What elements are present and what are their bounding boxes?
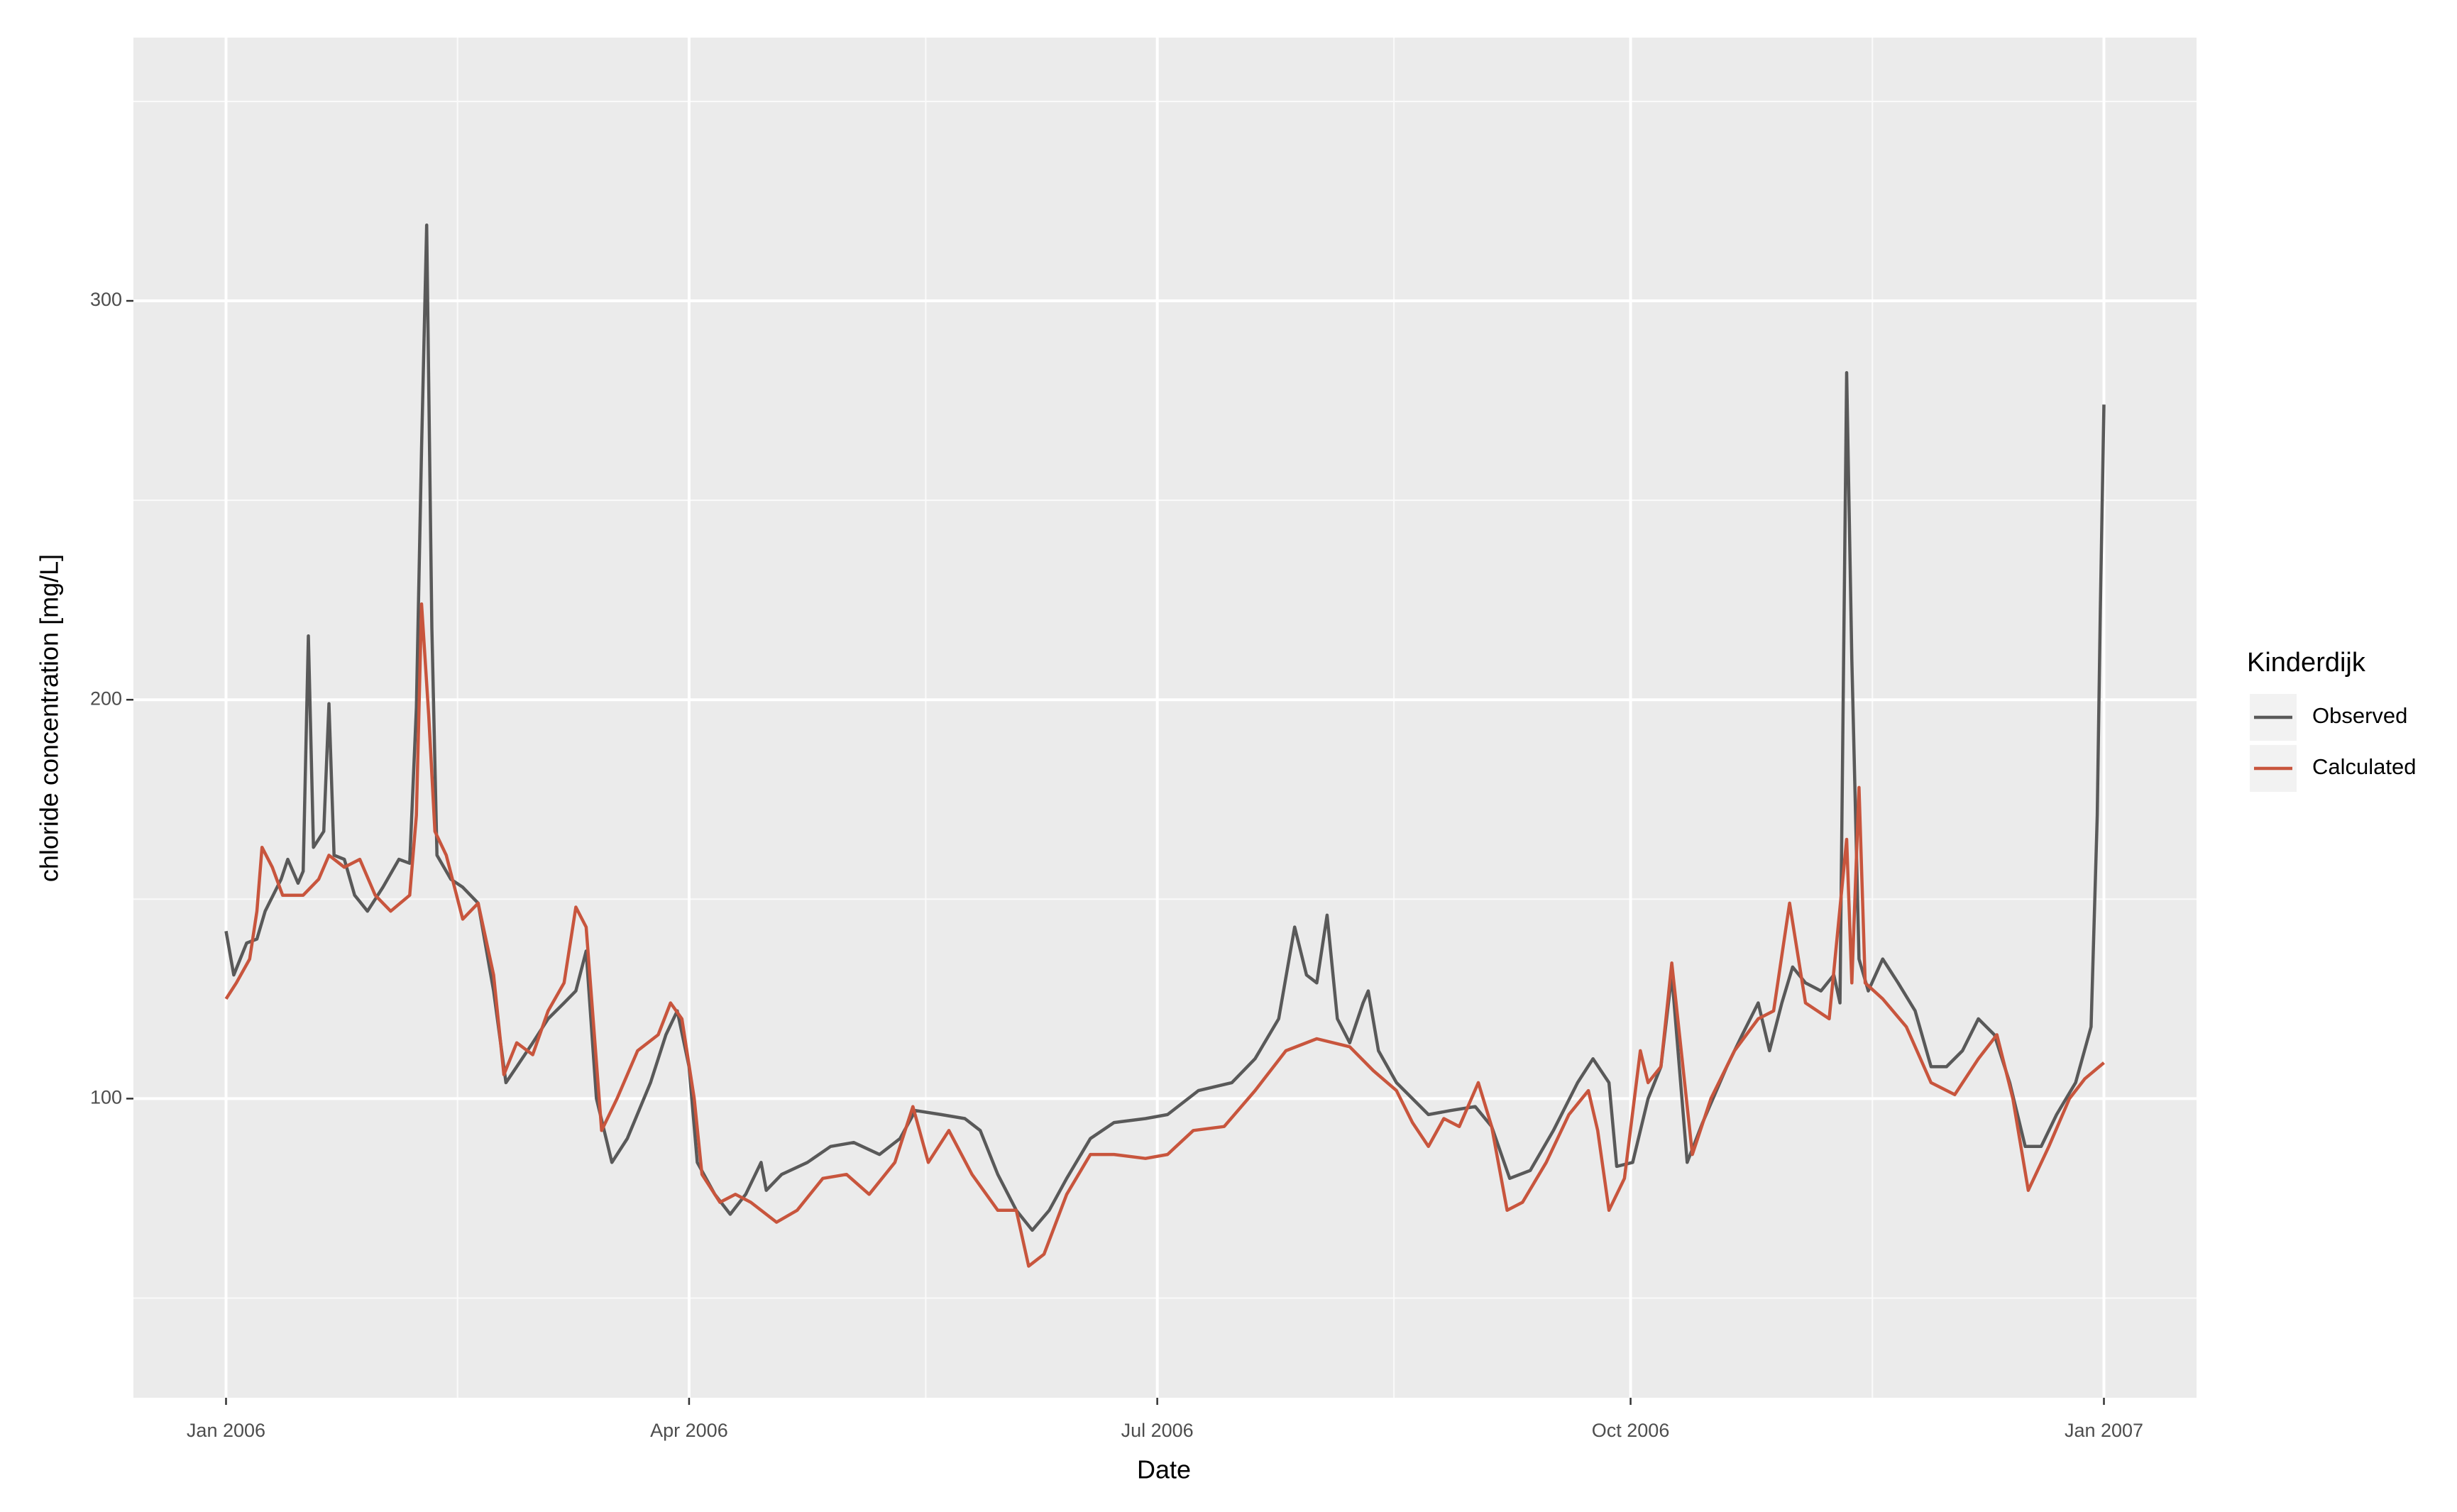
legend-label: Observed xyxy=(2312,703,2407,728)
x-tick-label: Oct 2006 xyxy=(1592,1420,1670,1441)
x-tick-label: Jan 2007 xyxy=(2065,1420,2143,1441)
axes: 100 200 300 Jan 2006 Apr 2006 Jul 2006 Oct 200… xyxy=(90,289,2143,1441)
x-tick-label: Jan 2006 xyxy=(187,1420,265,1441)
x-axis-title: Date xyxy=(1137,1455,1191,1484)
y-tick-label: 100 xyxy=(90,1086,122,1108)
y-tick-label: 200 xyxy=(90,688,122,709)
legend: Kinderdijk Observed Calculated xyxy=(2247,648,2416,792)
x-tick-label: Jul 2006 xyxy=(1121,1420,1194,1441)
x-tick-label: Apr 2006 xyxy=(650,1420,728,1441)
plot-panel xyxy=(133,38,2197,1398)
series-line xyxy=(224,223,2106,1232)
legend-label: Calculated xyxy=(2312,754,2416,779)
series-line xyxy=(224,602,2105,1268)
y-tick-label: 300 xyxy=(90,289,122,310)
y-axis-title: chloride concentration [mg/L] xyxy=(35,554,64,882)
lines xyxy=(224,223,2106,1268)
legend-title: Kinderdijk xyxy=(2247,648,2366,678)
